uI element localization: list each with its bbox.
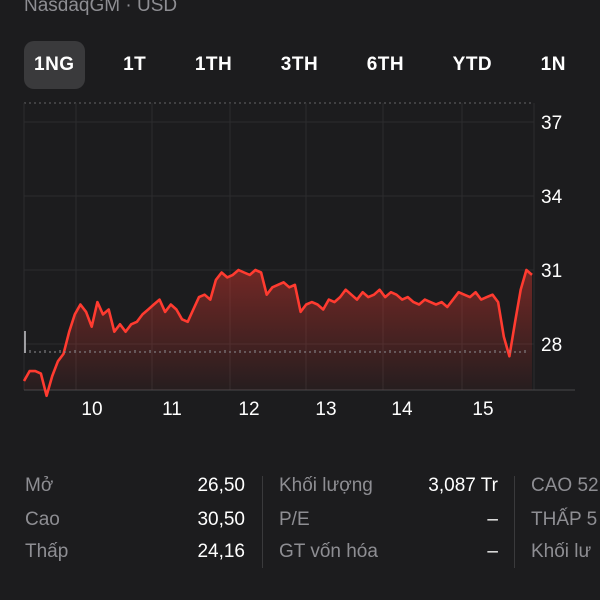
stat-value-volume: 3,087 Tr	[428, 475, 498, 496]
range-tab-ytd[interactable]: YTD	[452, 54, 493, 75]
range-tab-3th[interactable]: 3TH	[280, 54, 319, 75]
stat-label-volume: Khối lượng	[279, 475, 373, 496]
stats-divider	[514, 476, 515, 568]
price-chart[interactable]: 37 34 31 28 10 11 12 13 14 15	[0, 95, 600, 455]
stat-label-high: Cao	[25, 509, 60, 530]
y-axis-labels: 37 34 31 28	[541, 113, 563, 356]
price-line	[22, 268, 533, 398]
y-tick-label: 34	[541, 187, 563, 208]
x-tick-label: 10	[81, 399, 102, 420]
volume-ticks	[24, 331, 526, 353]
stat-label-avg-volume: Khối lư	[531, 541, 592, 562]
stat-label-market-cap: GT vốn hóa	[279, 541, 378, 562]
range-tab-1n[interactable]: 1N	[540, 54, 566, 75]
stats-divider	[262, 476, 263, 568]
stat-value-market-cap: –	[487, 541, 498, 562]
stat-label-pe: P/E	[279, 509, 310, 530]
y-tick-label: 31	[541, 261, 562, 282]
stat-value-high: 30,50	[197, 509, 245, 530]
y-tick-label: 28	[541, 335, 562, 356]
stat-label-52w-low: THẤP 5	[531, 509, 598, 530]
stat-value-open: 26,50	[197, 475, 245, 496]
stat-value-pe: –	[487, 509, 498, 530]
stat-value-low: 24,16	[197, 541, 245, 562]
x-tick-label: 12	[238, 399, 259, 420]
stats-panel: Mở 26,50 Cao 30,50 Thấp 24,16 Khối lượng…	[0, 470, 600, 600]
range-tab-1t[interactable]: 1T	[123, 54, 147, 75]
y-tick-label: 37	[541, 113, 562, 134]
stat-label-open: Mở	[25, 475, 54, 496]
range-selector: 1NG 1T 1TH 3TH 6TH YTD 1N	[24, 40, 576, 90]
stat-label-low: Thấp	[25, 541, 69, 562]
range-tab-1ng[interactable]: 1NG	[24, 41, 85, 89]
x-axis-labels: 10 11 12 13 14 15	[81, 399, 493, 420]
x-tick-label: 15	[472, 399, 493, 420]
stat-label-52w-high: CAO 52	[531, 475, 599, 496]
price-area-fill	[24, 270, 532, 396]
exchange-label: NasdaqGM · USD	[24, 0, 178, 16]
x-tick-label: 11	[162, 399, 182, 420]
x-tick-label: 14	[391, 399, 413, 420]
x-tick-label: 13	[315, 399, 336, 420]
range-tab-1th[interactable]: 1TH	[194, 54, 233, 75]
range-tab-6th[interactable]: 6TH	[366, 54, 405, 75]
